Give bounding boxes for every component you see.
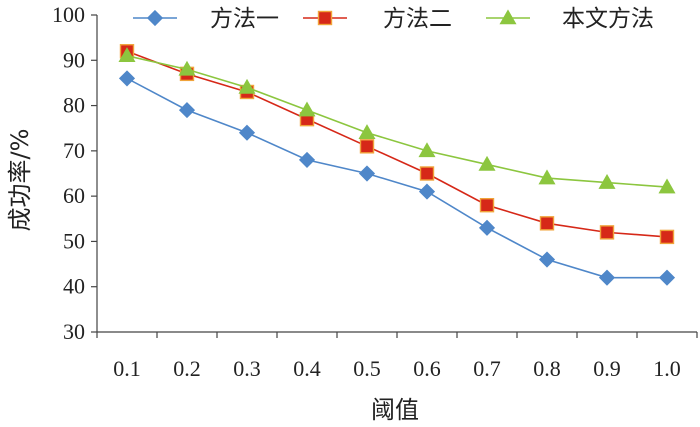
data-point <box>358 165 376 182</box>
x-tick-label: 0.1 <box>113 356 141 381</box>
data-point <box>418 142 436 158</box>
x-axis-title: 阈值 <box>371 396 419 424</box>
series-line <box>126 54 668 188</box>
data-point <box>658 178 676 194</box>
x-tick-label: 0.4 <box>293 356 321 381</box>
legend-marker <box>499 9 517 25</box>
legend-item: 方法一 <box>133 6 279 32</box>
x-tick-label: 0.5 <box>353 356 381 381</box>
y-tick-label: 30 <box>63 319 85 344</box>
y-tick-label: 80 <box>63 93 85 118</box>
legend-label: 方法二 <box>383 6 452 32</box>
data-point <box>118 70 136 87</box>
data-point <box>598 173 616 189</box>
data-point <box>358 124 376 140</box>
y-tick-label: 60 <box>63 183 85 208</box>
y-tick-label: 90 <box>63 47 85 72</box>
legend-marker <box>317 10 333 26</box>
legend-item: 本文方法 <box>486 6 654 32</box>
data-point <box>599 225 615 240</box>
legend-item: 方法二 <box>303 6 452 32</box>
x-tick-label: 0.3 <box>233 356 261 381</box>
data-point <box>359 139 375 154</box>
data-point <box>659 229 675 245</box>
data-point <box>238 124 256 141</box>
legend: 方法一 方法二 本文方法 <box>133 6 654 32</box>
series-1 <box>118 70 676 286</box>
data-point <box>598 269 616 286</box>
data-point <box>419 166 435 181</box>
y-tick-label: 70 <box>63 138 85 163</box>
legend-label: 方法一 <box>210 6 279 32</box>
data-point <box>539 216 555 231</box>
y-tick-label: 40 <box>63 274 85 299</box>
x-tick-label: 0.6 <box>413 356 441 381</box>
legend-label: 本文方法 <box>562 6 654 32</box>
x-tick-label: 0.9 <box>593 356 621 381</box>
data-point <box>178 60 196 76</box>
y-tick-label: 50 <box>63 228 85 253</box>
x-tick-label: 0.2 <box>173 356 201 381</box>
data-point <box>658 269 676 286</box>
y-tick-label: 100 <box>52 2 85 27</box>
data-point <box>298 151 316 168</box>
data-point <box>478 155 496 171</box>
data-point <box>538 169 556 185</box>
data-point <box>238 78 256 94</box>
y-axis-ticks: 30 40 50 60 70 80 90 100 <box>52 2 97 344</box>
data-point <box>538 251 556 268</box>
x-tick-label: 0.7 <box>473 356 501 381</box>
data-point <box>478 219 496 236</box>
series-3 <box>118 47 676 194</box>
data-point <box>479 197 495 213</box>
y-axis-title: 成功率/% <box>6 129 34 232</box>
data-point <box>178 102 196 119</box>
series-line <box>126 77 667 279</box>
x-tick-label: 0.8 <box>533 356 561 381</box>
legend-marker <box>146 9 164 27</box>
x-tick-label: 1.0 <box>653 356 681 381</box>
data-point <box>118 47 136 63</box>
series-line <box>126 50 668 238</box>
data-point <box>298 101 316 117</box>
data-point <box>418 183 436 200</box>
x-axis-ticks: 0.1 0.2 0.3 0.4 0.5 0.6 0.7 0.8 0.9 1.0 <box>96 332 698 381</box>
series-layer <box>118 44 676 286</box>
